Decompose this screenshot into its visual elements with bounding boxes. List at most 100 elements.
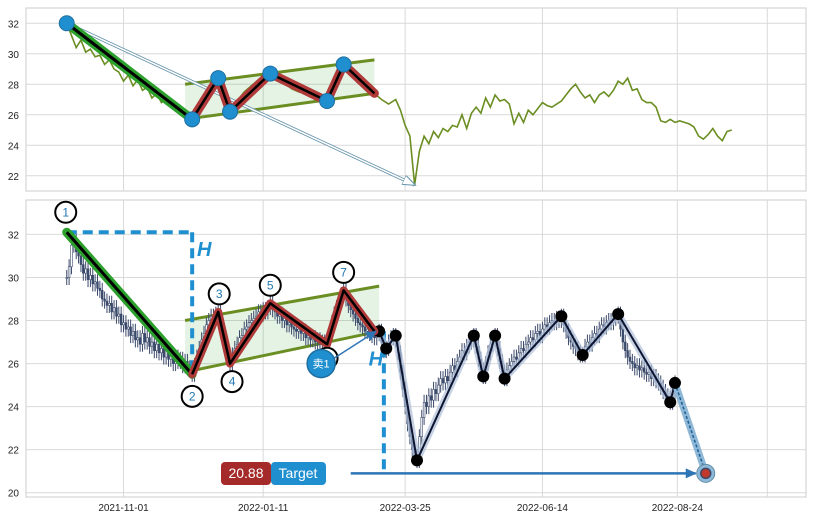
channel-lower-line [184, 329, 380, 374]
y-tick-label: 22 [8, 172, 20, 183]
candle-body [358, 322, 362, 326]
zigzag-point [576, 348, 589, 361]
candle-body [361, 324, 364, 328]
pattern-point-marker [207, 282, 231, 306]
candle-body [422, 402, 426, 418]
candle-body [127, 326, 130, 330]
y-tick-label: 30 [8, 50, 20, 61]
top-grid [26, 8, 806, 191]
pattern-point [184, 111, 201, 128]
candle-body [134, 330, 137, 341]
y-tick-label: 30 [8, 273, 20, 284]
candle-body [434, 389, 438, 394]
pattern-point-label: 1 [62, 205, 69, 219]
candle-body [439, 378, 442, 386]
y-tick-label: 28 [8, 317, 20, 328]
candle-body [112, 307, 116, 313]
candle-body [446, 376, 449, 382]
trend-line [65, 22, 194, 121]
candle-body [79, 255, 83, 265]
candle-body [115, 307, 118, 317]
candle-body [425, 402, 428, 407]
zigzag-point [612, 308, 625, 321]
candle-body [124, 322, 128, 330]
top-panel: 22 24 26 28 30 32 [8, 7, 807, 192]
y-tick-label: 26 [8, 360, 20, 371]
breakout-h-label: H [369, 349, 384, 371]
candle-body [373, 335, 376, 339]
pattern-point-label: 3 [216, 287, 223, 301]
x-tick-label: 2022-06-14 [517, 503, 569, 514]
y-tick-label: 26 [8, 111, 20, 122]
bottom-measure-lines: HH [66, 230, 386, 474]
y-tick-label: 28 [8, 80, 20, 91]
pattern-point-marker [54, 200, 78, 224]
candle-body [631, 361, 634, 364]
candle-body [444, 376, 447, 384]
candle-body [252, 318, 255, 321]
candle-body [295, 328, 298, 332]
candle-body [522, 348, 525, 351]
pattern-point [319, 93, 336, 110]
candle-body [441, 378, 445, 384]
pattern-point-label: 2 [189, 389, 196, 403]
candle-body [105, 300, 109, 306]
candle-body [633, 363, 636, 369]
bottom-x-ticks: 2021-11-01 2022-01-11 2022-03-25 2022-06-14… [98, 503, 703, 514]
candle-body [65, 277, 68, 279]
candle-body [91, 275, 94, 285]
candle-body [645, 371, 648, 375]
candle-body [119, 313, 123, 326]
candle-body [122, 322, 125, 326]
candle-body [148, 337, 151, 347]
candle-body [356, 318, 360, 323]
candle-body [146, 337, 149, 343]
pattern-point-marker [332, 260, 356, 284]
pattern-point [210, 70, 227, 87]
pattern-point [222, 103, 239, 120]
candle-body [117, 313, 121, 317]
candle-body [108, 303, 111, 306]
x-tick-label: 2021-11-01 [98, 503, 149, 514]
candle-body [240, 335, 244, 339]
zigzag-point [389, 329, 402, 342]
sell-label: 卖1 [313, 358, 330, 371]
candle-body [157, 343, 161, 354]
candle-body [101, 290, 104, 300]
candle-body [640, 367, 644, 371]
measure-h-label: H [197, 239, 212, 261]
pattern-point-marker [220, 370, 244, 394]
candle-body [626, 350, 629, 358]
candle-body [67, 266, 71, 278]
candle-body [141, 333, 144, 345]
top-y-ticks: 22 24 26 28 30 32 [8, 19, 20, 183]
sell-badge [306, 348, 336, 379]
candle-body [427, 395, 431, 407]
bottom-target: 20.88 Target [221, 462, 716, 485]
zigzag-point [380, 342, 393, 355]
zigzag-point [668, 376, 681, 389]
zigzag-point [555, 310, 568, 323]
pattern-point [262, 65, 279, 82]
candle-body [512, 356, 516, 362]
zigzag-point [411, 454, 423, 467]
candle-body [628, 356, 632, 362]
top-plot-area [25, 7, 807, 192]
x-tick-label: 2022-01-11 [238, 503, 289, 514]
candle-body [153, 341, 156, 351]
pattern-point-marker [258, 273, 282, 297]
y-tick-label: 32 [8, 19, 20, 30]
zigzag-point [467, 329, 480, 342]
candle-body [245, 326, 248, 330]
candle-body [103, 298, 106, 302]
zigzag-line [191, 289, 376, 375]
y-tick-label: 32 [8, 230, 20, 241]
candle-body [86, 268, 90, 280]
pattern-point-label: 5 [267, 278, 274, 292]
candle-body [536, 330, 539, 334]
candle-body [160, 348, 163, 354]
candle-body [534, 333, 537, 341]
trend-line [65, 231, 194, 376]
candle-body [366, 328, 369, 332]
sell-arrow [328, 330, 377, 363]
